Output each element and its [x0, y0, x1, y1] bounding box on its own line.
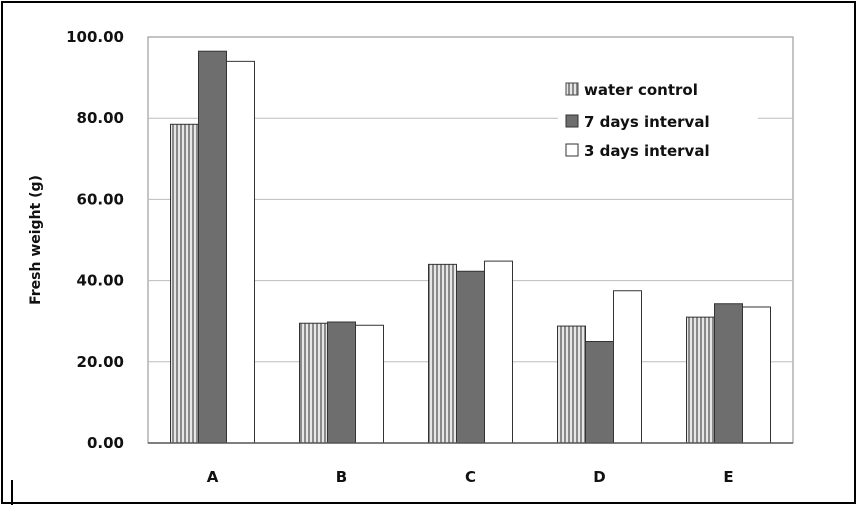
x-category-label: A [207, 468, 219, 486]
bar-e-series-1 [714, 303, 743, 444]
bar-b-series-2 [355, 324, 384, 444]
bar-d-series-1 [585, 341, 614, 444]
legend-label-3-days: 3 days interval [584, 142, 710, 160]
x-category-label: C [465, 468, 476, 486]
bar-c-series-0 [428, 263, 457, 444]
legend-box [558, 72, 758, 164]
bar-a-series-0 [170, 123, 199, 444]
bar-b-series-1 [327, 321, 356, 444]
legend: water control 7 days interval 3 days int… [558, 72, 758, 164]
bar-e-series-0 [686, 316, 715, 444]
x-category-label: B [336, 468, 347, 486]
x-category-labels: A B C D E [207, 468, 734, 486]
legend-label-water-control: water control [584, 81, 698, 99]
y-tick-label: 0.00 [87, 434, 124, 452]
legend-label-7-days: 7 days interval [584, 113, 710, 131]
bar-e-series-2 [742, 306, 771, 444]
y-axis-title: Fresh weight (g) [28, 175, 44, 305]
bars [170, 50, 771, 444]
bar-d-series-2 [613, 290, 642, 444]
x-category-label: E [723, 468, 733, 486]
bar-b-series-0 [299, 322, 328, 444]
legend-swatch-water-control [565, 82, 579, 96]
bar-c-series-1 [456, 270, 485, 444]
y-tick-label: 20.00 [77, 353, 124, 371]
legend-swatch-3-days [565, 143, 579, 157]
legend-swatch-7-days [565, 114, 579, 128]
x-category-label: D [593, 468, 605, 486]
bar-a-series-2 [226, 60, 255, 444]
bar-c-series-2 [484, 260, 513, 444]
bar-d-series-0 [557, 325, 586, 444]
y-tick-label: 40.00 [77, 272, 124, 290]
bar-a-series-1 [198, 50, 227, 444]
y-tick-labels: 0.00 20.00 40.00 60.00 80.00 100.00 [66, 28, 124, 452]
y-tick-label: 100.00 [66, 28, 124, 46]
y-tick-label: 80.00 [77, 109, 124, 127]
y-tick-label: 60.00 [77, 190, 124, 208]
